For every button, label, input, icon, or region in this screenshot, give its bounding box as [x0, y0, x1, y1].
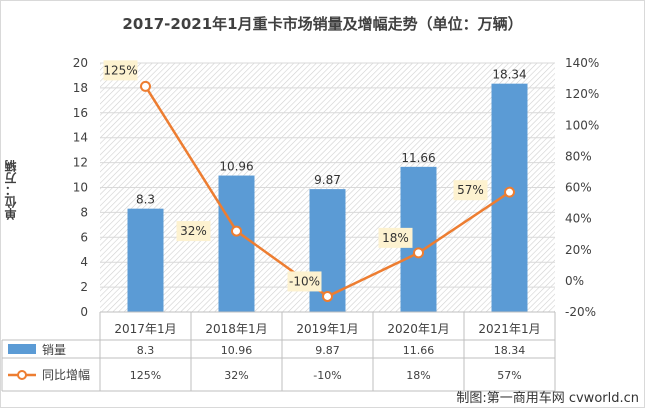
growth-point-2	[231, 225, 242, 237]
legend-bar-swatch	[8, 344, 36, 354]
growth-data-label: 57%	[457, 183, 484, 197]
growth-data-label: 125%	[103, 63, 137, 77]
y-right-tick-label: -20%	[565, 305, 596, 319]
y-left-tick-label: 14	[73, 131, 88, 145]
bar-data-label: 11.66	[401, 151, 435, 165]
y-left-tick-label: 0	[80, 305, 88, 319]
y-right-tick-label: 140%	[565, 56, 599, 70]
x-tick-label: 2017年1月	[114, 322, 176, 336]
growth-label-box	[176, 221, 211, 242]
bar-data-label: 18.34	[492, 68, 526, 82]
y-right-tick-label: 60%	[565, 181, 592, 195]
y-left-tick-label: 12	[73, 156, 88, 170]
y-right-tick-label: 40%	[565, 212, 592, 226]
growth-data-label: 18%	[382, 231, 409, 245]
x-tick-label: 2018年1月	[205, 322, 267, 336]
y-right-tick-label: 80%	[565, 149, 592, 163]
legend-line-marker	[17, 370, 27, 380]
growth-point-5	[504, 186, 515, 198]
growth-label-box	[378, 227, 413, 248]
table-cell-growth: 125%	[130, 369, 161, 382]
bar-5	[491, 83, 528, 313]
credit-text: 制图:第一商用车网 cvworld.cn	[456, 391, 639, 406]
y-right-tick-label: 100%	[565, 118, 599, 132]
growth-label-box	[453, 180, 488, 201]
y-left-tick-label: 20	[73, 56, 88, 70]
bar-2	[218, 175, 255, 312]
x-tick-label: 2021年1月	[478, 322, 540, 336]
table-cell-growth: -10%	[313, 369, 341, 382]
growth-label-box	[287, 271, 322, 292]
table-cell-growth: 18%	[406, 369, 430, 382]
y-left-tick-label: 6	[80, 230, 88, 244]
table-cell-sales: 9.87	[315, 344, 340, 357]
bar-data-label: 8.3	[136, 193, 155, 207]
table-cell-sales: 8.3	[137, 344, 155, 357]
growth-data-label: 32%	[180, 224, 207, 238]
table-cell-growth: 32%	[224, 369, 248, 382]
growth-data-label: -10%	[289, 274, 320, 288]
x-tick-label: 2020年1月	[387, 322, 449, 336]
bar-data-label: 9.87	[314, 173, 341, 187]
growth-point-1	[140, 80, 151, 92]
table-cell-sales: 18.34	[494, 344, 526, 357]
y-left-tick-label: 2	[80, 280, 88, 294]
growth-point-3	[322, 290, 333, 302]
table-cell-sales: 10.96	[221, 344, 253, 357]
bar-data-label: 10.96	[219, 160, 253, 174]
x-tick-label: 2019年1月	[296, 322, 358, 336]
growth-point-4	[413, 247, 424, 259]
y-right-tick-label: 0%	[565, 274, 584, 288]
y-left-tick-label: 8	[80, 205, 88, 219]
growth-label-box	[103, 60, 138, 81]
legend-bar-label: 销量	[42, 343, 66, 357]
y-right-tick-label: 120%	[565, 87, 599, 101]
y-left-tick-label: 16	[73, 106, 88, 120]
y-left-tick-label: 18	[73, 81, 88, 95]
chart-title: 2017-2021年1月重卡市场销量及增幅走势（单位：万辆）	[122, 15, 523, 33]
table-cell-growth: 57%	[497, 369, 521, 382]
y-right-tick-label: 20%	[565, 243, 592, 257]
table-cell-sales: 11.66	[403, 344, 435, 357]
legend-line-label: 同比增幅	[42, 367, 90, 382]
y-left-tick-label: 10	[73, 181, 88, 195]
bar-1	[127, 208, 164, 312]
y-left-tick-label: 4	[80, 255, 88, 269]
